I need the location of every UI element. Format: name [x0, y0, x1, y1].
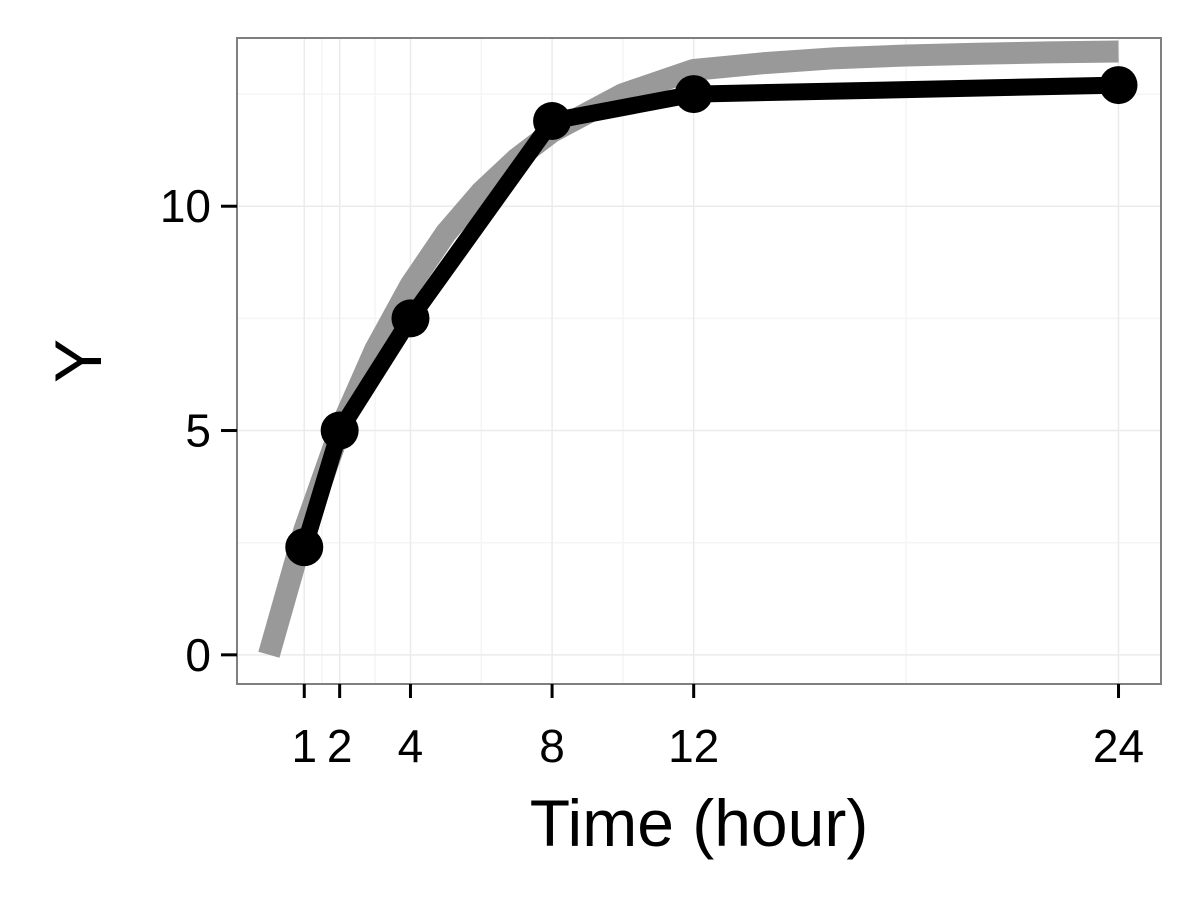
observed-series-group	[285, 66, 1138, 567]
x-tick-label-2: 4	[398, 720, 424, 772]
x-tick-label-3: 8	[539, 720, 565, 772]
x-axis: 1 2 4 8 12 24	[291, 684, 1144, 772]
observed-point-1	[320, 411, 359, 450]
x-tick-label-5: 24	[1093, 720, 1144, 772]
y-tick-label-0: 0	[185, 629, 211, 681]
panel-border	[236, 37, 1162, 685]
y-axis-title: Y	[41, 339, 115, 383]
observed-point-4	[674, 75, 713, 114]
observed-point-5	[1099, 66, 1138, 105]
observed-line	[295, 76, 1127, 556]
observed-point-3	[533, 101, 572, 140]
x-tick-label-4: 12	[668, 720, 719, 772]
grid-lines	[237, 38, 1161, 684]
observed-point-0	[285, 528, 324, 567]
x-tick-label-1: 2	[327, 720, 353, 772]
observed-point-2	[391, 299, 430, 338]
y-tick-label-1: 5	[185, 405, 211, 457]
y-axis: 0 5 10	[160, 180, 237, 681]
x-axis-title: Time (hour)	[530, 786, 869, 860]
y-tick-label-2: 10	[160, 180, 211, 232]
x-tick-label-0: 1	[291, 720, 317, 772]
